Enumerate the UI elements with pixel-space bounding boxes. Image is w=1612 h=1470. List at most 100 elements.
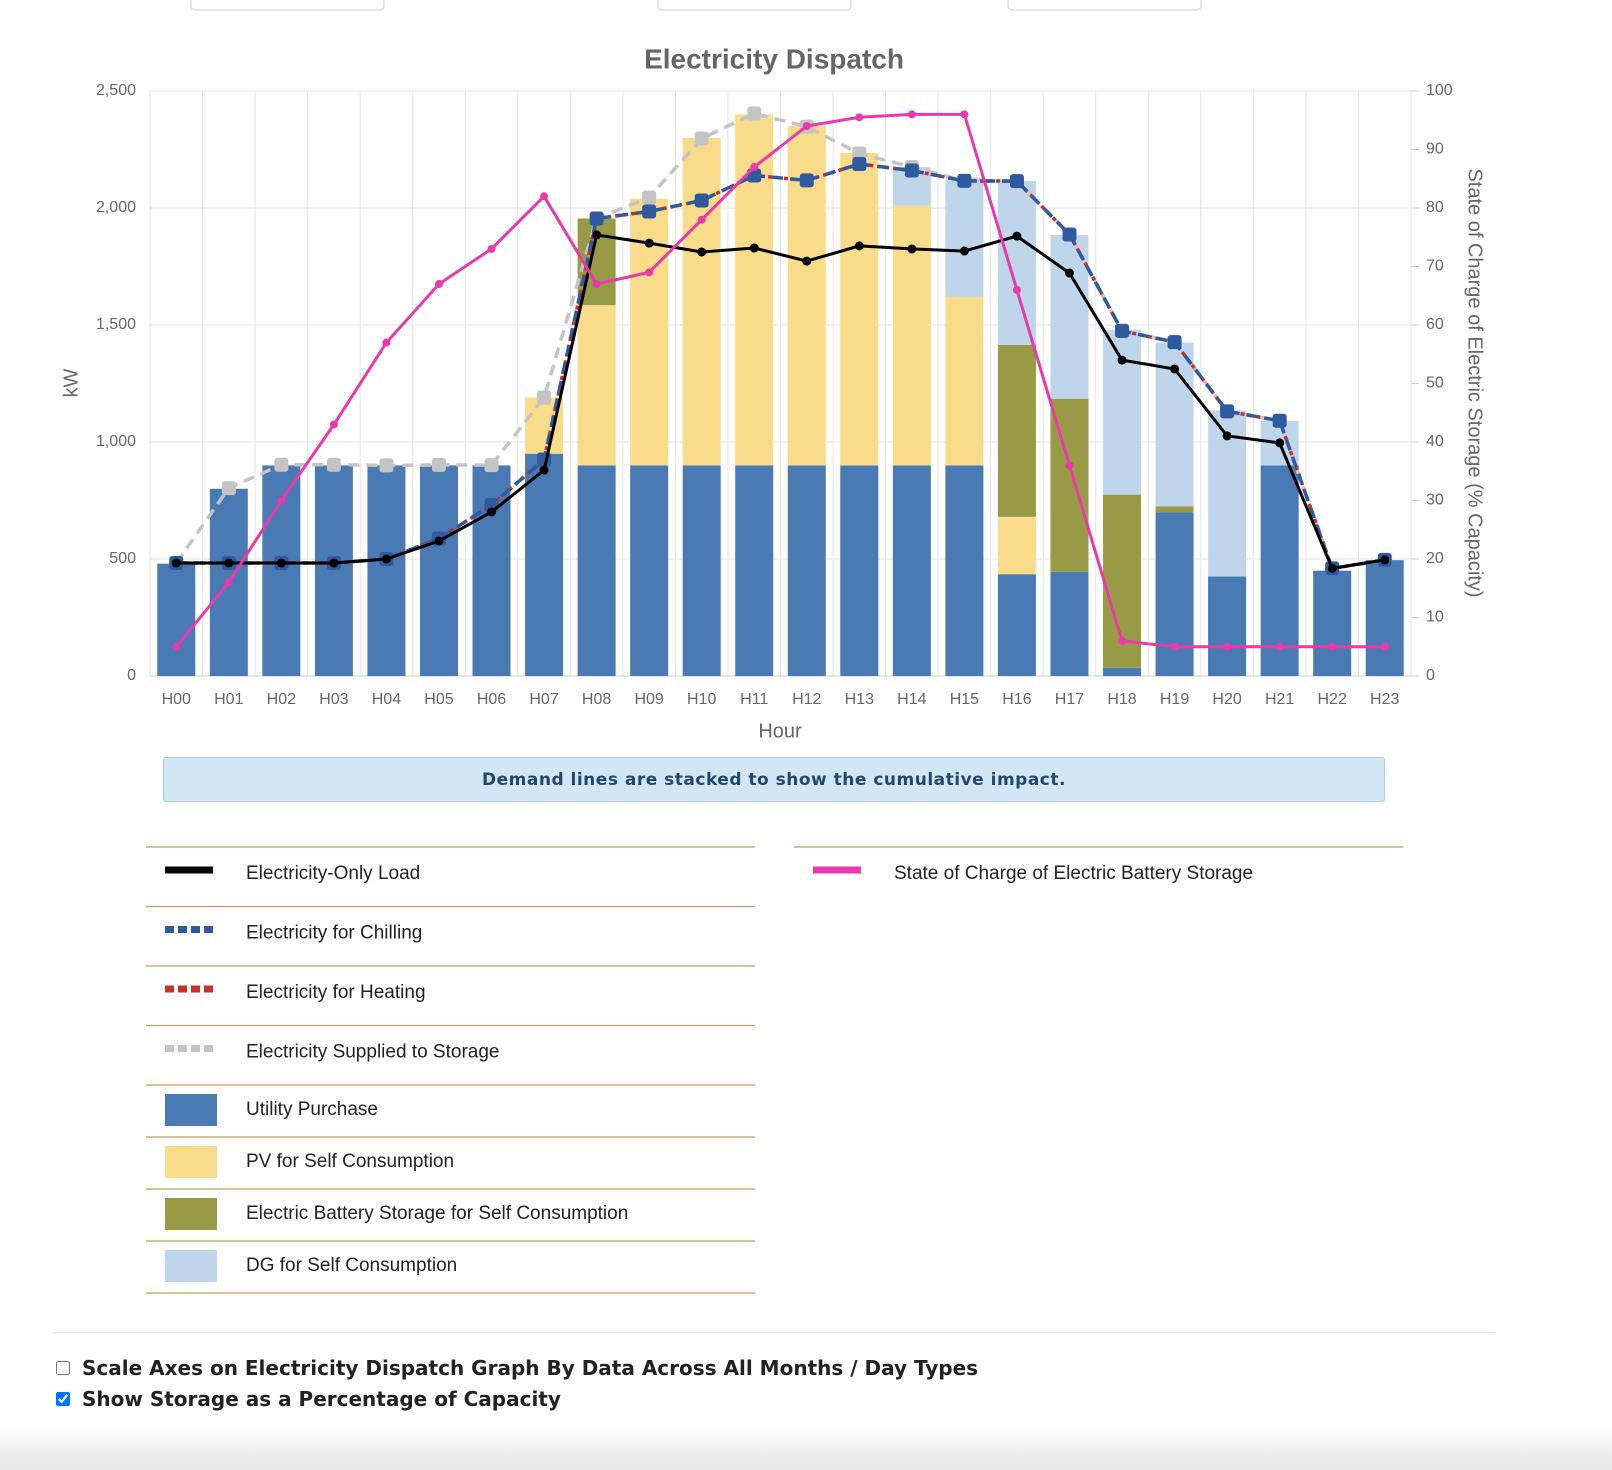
y2-tick-label: 90	[1426, 141, 1444, 158]
x-tick-label: H18	[1107, 691, 1136, 708]
bar-segment	[1208, 576, 1247, 676]
bar-segment	[787, 465, 826, 676]
line-marker	[1380, 642, 1389, 651]
dropdown[interactable]	[190, 0, 385, 11]
line-marker	[592, 230, 602, 240]
checkbox[interactable]	[56, 1392, 70, 1406]
legend-swatch	[165, 1094, 217, 1126]
x-tick-label: H03	[319, 691, 348, 708]
line-marker	[907, 244, 917, 254]
chart-title: Electricity Dispatch	[644, 43, 904, 74]
y2-tick-label: 60	[1426, 316, 1444, 333]
legend-label: PV for Self Consumption	[246, 1151, 454, 1172]
y2-tick-label: 80	[1426, 199, 1444, 216]
bar-segment	[1155, 512, 1194, 676]
line-marker	[750, 163, 759, 172]
x-tick-label: H05	[424, 691, 453, 708]
y-tick-label: 500	[109, 550, 136, 567]
line-marker	[799, 173, 814, 188]
bar-segment	[735, 465, 774, 676]
line-marker	[276, 558, 286, 568]
line-marker	[1115, 323, 1130, 338]
line-marker	[957, 173, 972, 188]
line-marker	[1170, 364, 1180, 374]
legend-swatch	[165, 1146, 217, 1178]
line-marker	[855, 113, 864, 122]
y-tick-label: 0	[127, 667, 136, 684]
legend-swatch	[165, 1250, 217, 1282]
line-marker	[697, 247, 707, 257]
x-tick-label: H20	[1212, 691, 1241, 708]
line-marker	[1327, 563, 1337, 573]
x-tick-label: H19	[1160, 691, 1189, 708]
bar-segment	[945, 465, 984, 676]
line-marker	[959, 246, 969, 256]
line-marker	[539, 465, 549, 475]
legend-label: Electricity Supplied to Storage	[246, 1042, 499, 1063]
line-marker	[274, 457, 289, 472]
y-tick-label: 1,000	[96, 433, 136, 450]
line-marker	[960, 110, 969, 119]
bar-segment	[945, 177, 984, 297]
dropdown[interactable]	[1007, 0, 1202, 11]
line-marker	[1220, 404, 1235, 419]
line-marker	[642, 204, 657, 219]
line-marker	[1062, 227, 1077, 242]
bar-segment	[1313, 570, 1352, 676]
line-marker	[802, 122, 811, 131]
line-marker	[694, 193, 709, 208]
bar-segment	[472, 465, 511, 676]
line-marker	[326, 457, 341, 472]
line-marker	[171, 558, 181, 568]
line-marker	[434, 280, 443, 289]
checkbox-row[interactable]: Show Storage as a Percentage of Capacity	[54, 1387, 561, 1411]
checkbox[interactable]	[56, 1361, 70, 1375]
line-marker	[381, 554, 391, 564]
checkbox-row[interactable]: Scale Axes on Electricity Dispatch Graph…	[54, 1356, 978, 1380]
legend-swatch	[165, 1198, 217, 1230]
bar-segment	[157, 563, 196, 676]
x-tick-label: H21	[1265, 691, 1294, 708]
line-marker	[1328, 642, 1337, 651]
line-marker	[1167, 335, 1182, 350]
bottom-shade	[0, 1425, 1612, 1470]
line-marker	[487, 507, 497, 517]
checkbox-label: Show Storage as a Percentage of Capacity	[82, 1387, 561, 1411]
y2-tick-label: 40	[1426, 433, 1444, 450]
x-tick-label: H13	[845, 691, 874, 708]
y2-tick-label: 30	[1426, 492, 1444, 509]
x-tick-label: H15	[950, 691, 979, 708]
legend-label: Electricity-Only Load	[246, 863, 420, 884]
line-marker	[221, 481, 236, 496]
bar-segment	[945, 296, 984, 466]
line-marker	[907, 110, 916, 119]
line-marker	[224, 558, 234, 568]
y2-tick-label: 0	[1426, 667, 1435, 684]
bar-segment	[1103, 329, 1142, 495]
line-marker	[329, 558, 339, 568]
line-marker	[645, 268, 654, 277]
x-axis-title: Hour	[758, 720, 802, 742]
bar-segment	[997, 516, 1036, 575]
bar-segment	[682, 465, 721, 676]
line-marker	[1275, 642, 1284, 651]
dropdown[interactable]	[657, 0, 852, 11]
line-marker	[854, 241, 864, 251]
line-marker	[537, 390, 552, 405]
line-marker	[277, 496, 286, 505]
info-note: Demand lines are stacked to show the cum…	[163, 757, 1385, 802]
x-tick-label: H23	[1370, 691, 1399, 708]
x-tick-label: H01	[214, 691, 243, 708]
bar-segment	[840, 153, 879, 466]
bar-segment	[682, 137, 721, 466]
line-marker	[749, 243, 759, 253]
x-tick-label: H02	[267, 691, 296, 708]
bar-segment	[1365, 560, 1404, 676]
y2-tick-label: 50	[1426, 375, 1444, 392]
line-marker	[540, 192, 549, 201]
bar-segment	[840, 465, 879, 676]
y2-tick-label: 70	[1426, 258, 1444, 275]
line-marker	[1009, 174, 1024, 189]
x-tick-label: H11	[740, 691, 768, 708]
